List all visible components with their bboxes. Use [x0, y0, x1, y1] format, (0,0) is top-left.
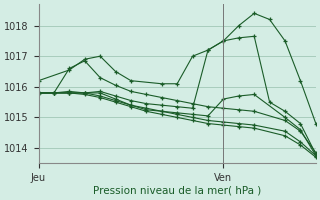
X-axis label: Pression niveau de la mer( hPa ): Pression niveau de la mer( hPa )	[93, 186, 261, 196]
